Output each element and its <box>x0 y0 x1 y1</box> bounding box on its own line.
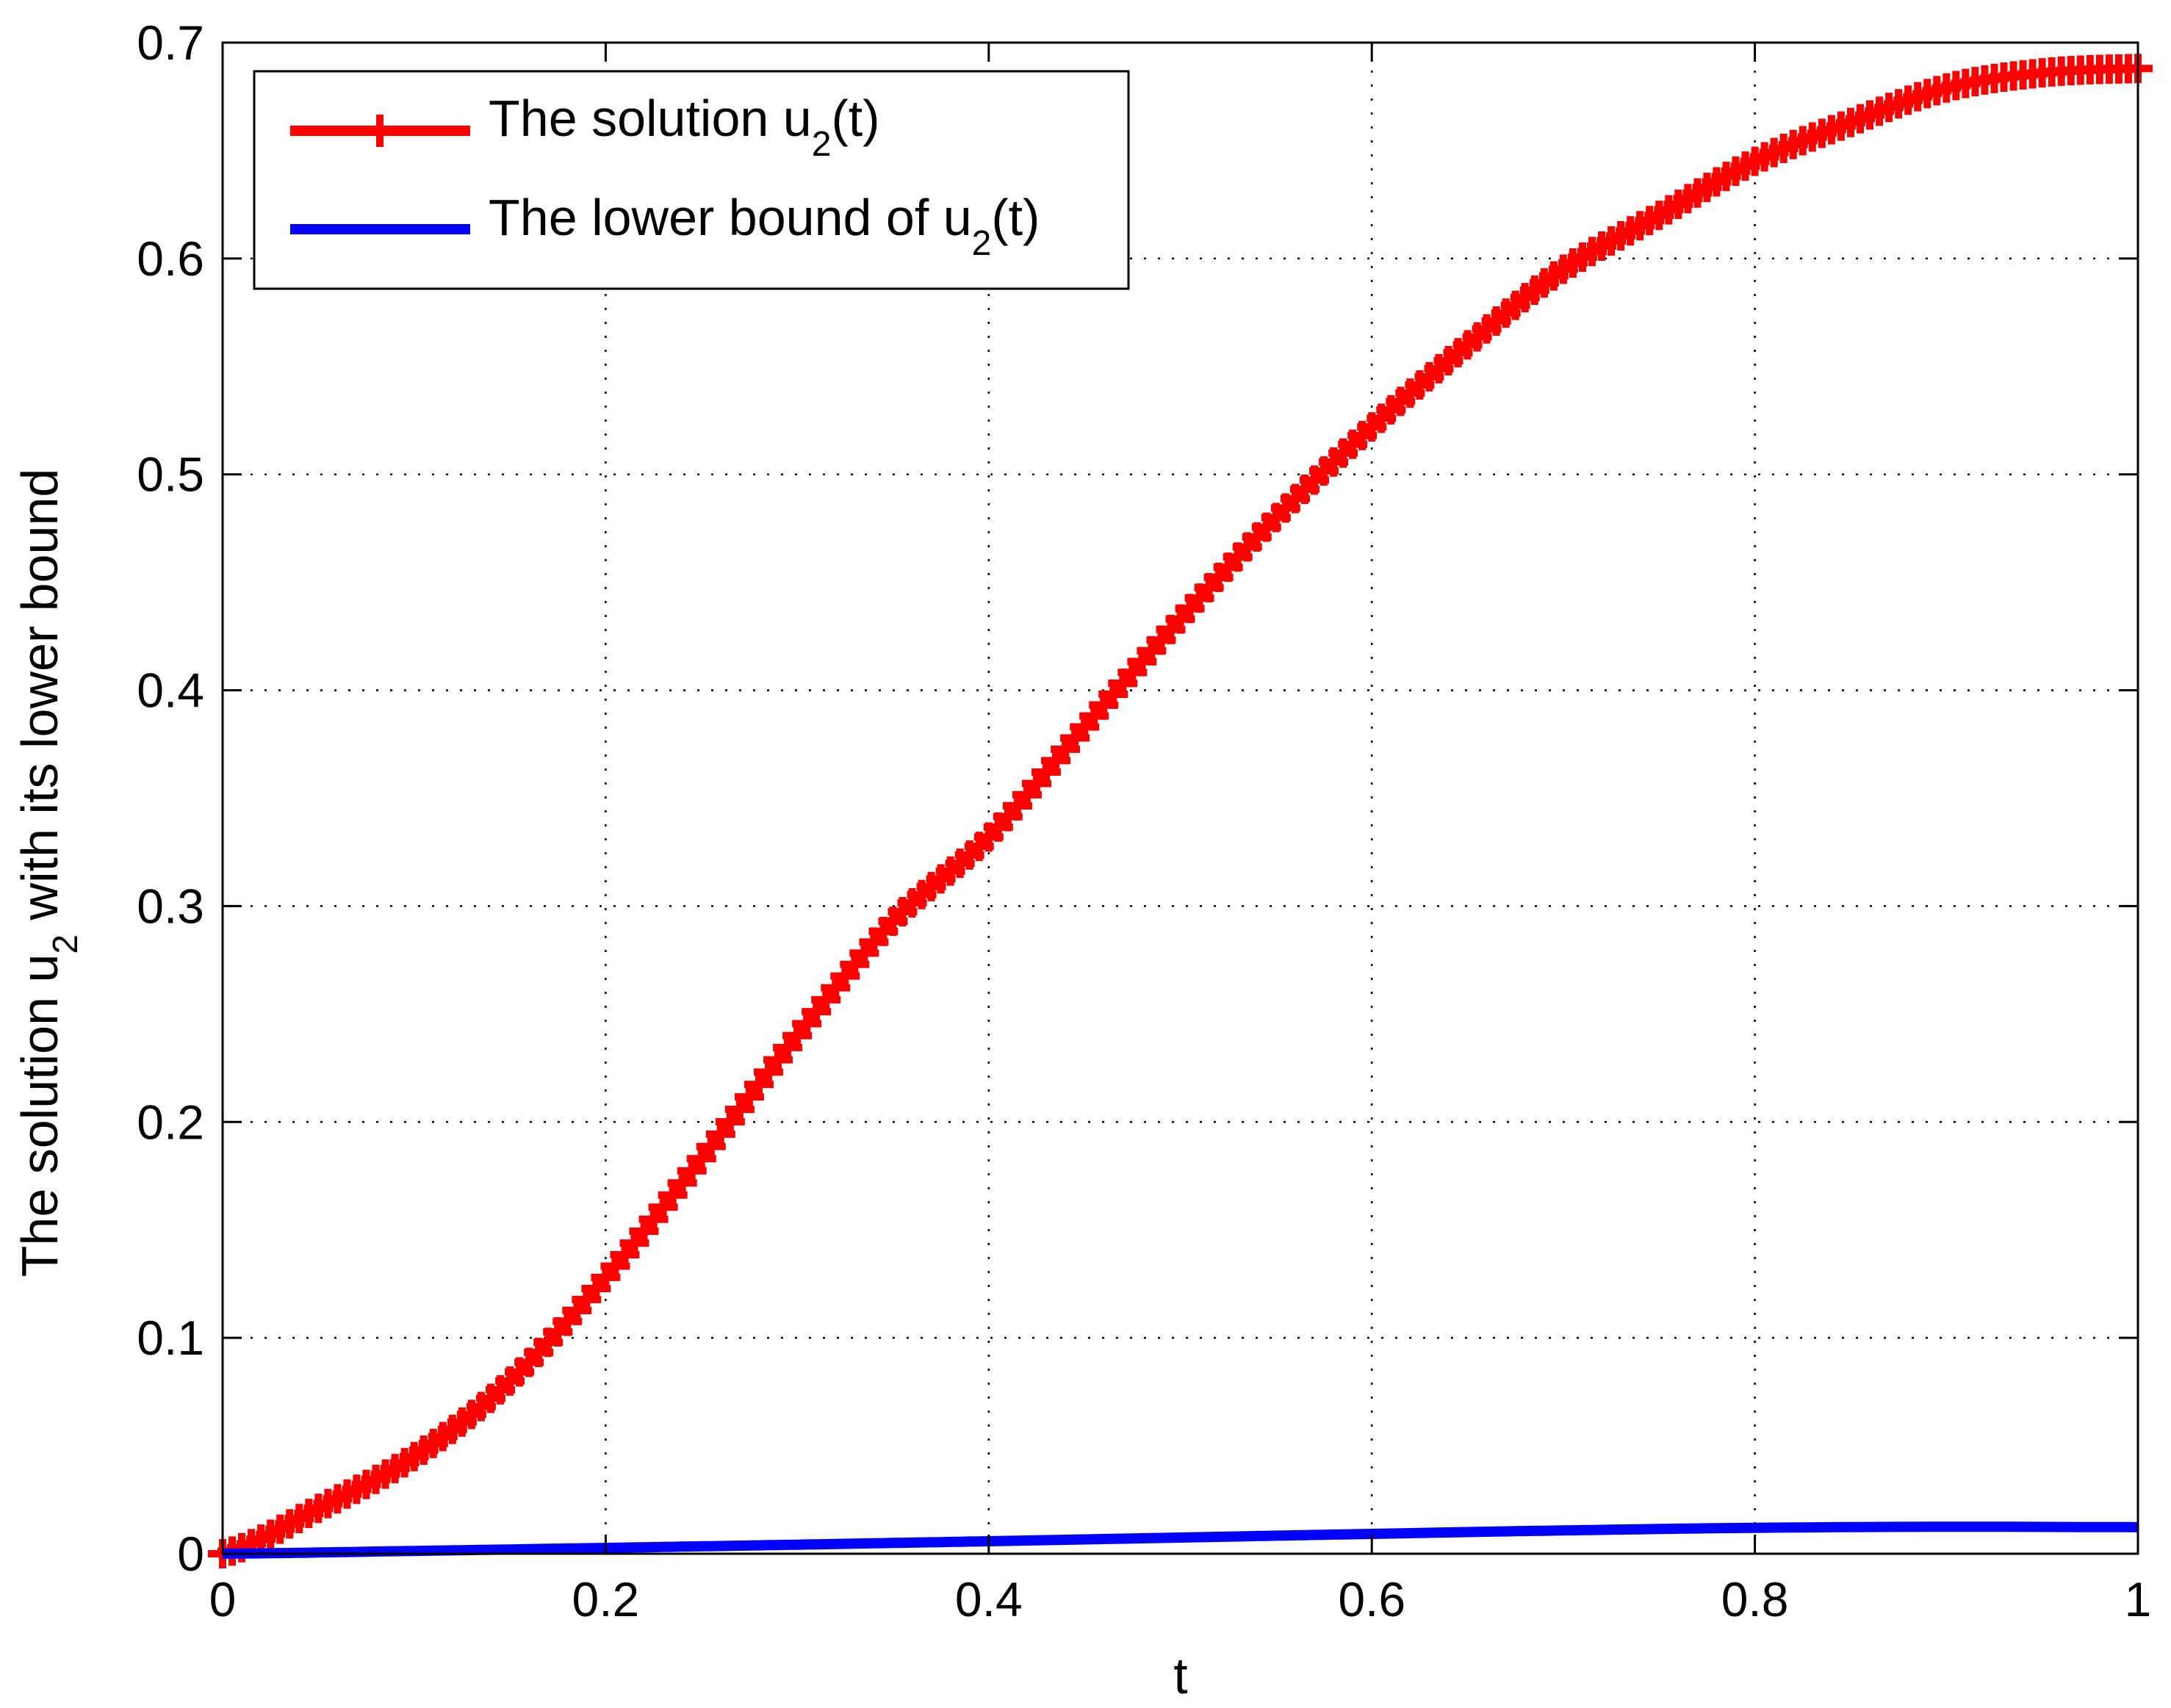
axes <box>221 41 2139 1555</box>
y-tick-label-7: 0.7 <box>137 15 204 70</box>
axes-box <box>221 41 2139 1555</box>
y-tick-label-2: 0.2 <box>137 1095 204 1149</box>
y-tick-label-0: 0 <box>177 1527 204 1581</box>
y-axis-label-tail: with its lower bound <box>11 469 68 934</box>
y-axis-label-subscript: 2 <box>46 934 85 954</box>
legend-marker-solution <box>364 115 396 147</box>
y-tick-label-3: 0.3 <box>137 879 204 933</box>
x-tick-label-1: 0.2 <box>572 1572 640 1626</box>
legend-label-solution-tail: (t) <box>831 90 879 147</box>
legend-label-solution-subscript: 2 <box>812 125 832 164</box>
series-line-1 <box>222 1521 2139 1559</box>
y-tick-label-1: 0.1 <box>137 1311 204 1365</box>
y-tick-label-4: 0.4 <box>137 663 204 718</box>
series-layer <box>208 54 2153 1568</box>
x-tick-label-4: 0.8 <box>1721 1572 1789 1626</box>
legend: The solution u2(t) The lower bound of u2… <box>253 70 1130 290</box>
legend-label-lower-bound-subscript: 2 <box>972 224 992 263</box>
legend-plus-marker <box>364 115 396 147</box>
series-1 <box>222 1521 2139 1559</box>
series-0 <box>208 54 2153 1568</box>
tick-labels: 0 0.2 0.4 0.6 0.8 1 0 0.1 0.2 0.3 0.4 0.5 0.6 0.7 <box>137 15 2151 1626</box>
legend-label-lower-bound-tail: (t) <box>991 189 1040 246</box>
legend-label-lower-bound-main: The lower bound of u <box>489 189 972 246</box>
legend-label-solution-main: The solution u <box>489 90 812 147</box>
grid-lines <box>223 43 2138 1554</box>
x-axis-label: t <box>1173 1647 1187 1704</box>
y-axis-label: The solution u2 with its lower bound <box>11 469 85 1278</box>
x-tick-label-5: 1 <box>2125 1572 2152 1626</box>
y-tick-label-5: 0.5 <box>137 447 204 502</box>
x-tick-label-0: 0 <box>209 1572 237 1626</box>
x-tick-label-2: 0.4 <box>955 1572 1023 1626</box>
legend-label-solution: The solution u2(t) <box>489 90 880 164</box>
y-axis-label-main: The solution u <box>11 954 68 1278</box>
x-tick-label-3: 0.6 <box>1338 1572 1405 1626</box>
legend-box <box>253 70 1130 290</box>
y-tick-label-6: 0.6 <box>137 231 204 286</box>
legend-label-lower-bound: The lower bound of u2(t) <box>489 189 1040 263</box>
